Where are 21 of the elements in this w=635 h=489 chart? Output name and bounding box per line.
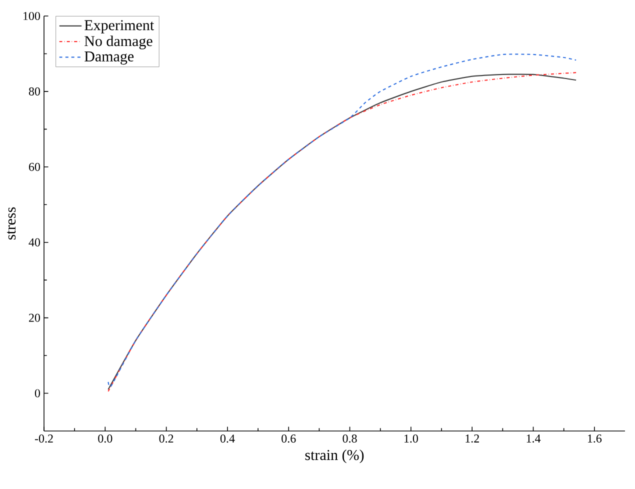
y-tick-label: 20 xyxy=(29,314,40,322)
y-tick-label: 0 xyxy=(34,389,40,398)
x-tick-label: 0.4 xyxy=(220,434,235,443)
x-tick-label: 1.4 xyxy=(526,434,541,443)
y-axis-title: stress xyxy=(7,207,16,240)
x-tick-label: 1.0 xyxy=(404,434,418,443)
y-tick-label: 80 xyxy=(28,87,40,96)
y-tick-label: 100 xyxy=(24,12,40,20)
y-tick-label: 60 xyxy=(28,162,40,171)
x-tick-label: -0.2 xyxy=(34,434,53,443)
legend-label: No damage xyxy=(84,36,152,50)
x-tick-label: 0.0 xyxy=(98,434,112,443)
x-tick-label: 1.6 xyxy=(588,434,602,443)
legend-label: Experiment xyxy=(84,20,154,34)
y-tick-label: 40 xyxy=(28,238,40,246)
x-tick-label: 0.2 xyxy=(159,434,174,443)
x-axis-title: strain (%) xyxy=(305,450,364,464)
x-tick-label: 0.6 xyxy=(282,434,296,443)
legend-label: Damage xyxy=(84,52,134,65)
x-tick-label: 1.2 xyxy=(466,434,479,443)
x-tick-label: 0.8 xyxy=(342,434,357,443)
